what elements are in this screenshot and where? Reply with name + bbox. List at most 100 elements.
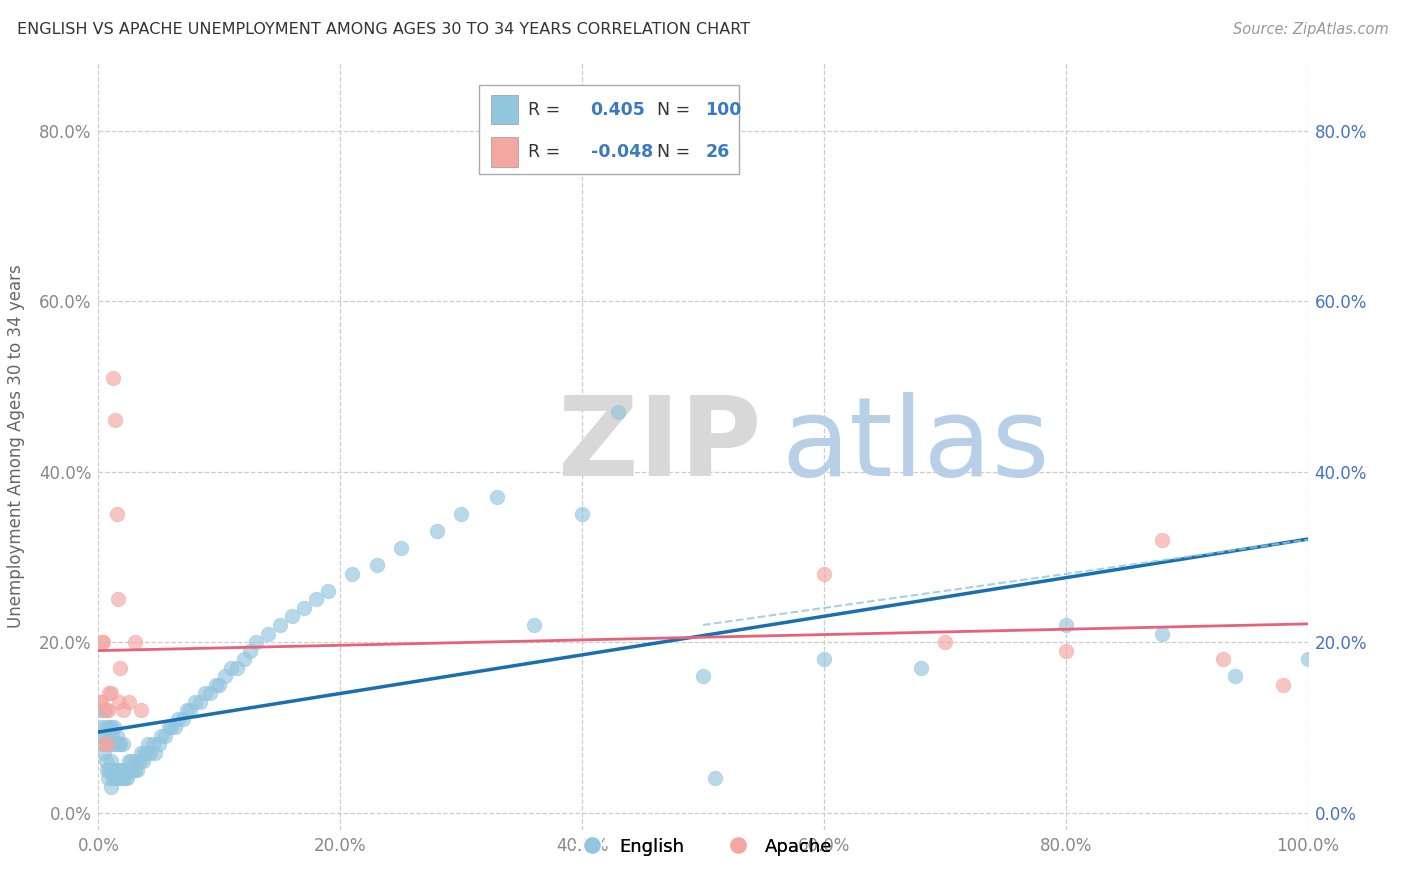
Point (108, 695, 131, 709)
Point (101, 371, 124, 385)
Text: R =: R = (527, 101, 560, 119)
Point (105, 763, 128, 777)
Point (108, 737, 131, 751)
Text: N =: N = (657, 143, 690, 161)
Point (153, 729, 176, 743)
Point (118, 695, 141, 709)
Point (94, 755, 117, 769)
Point (118, 763, 141, 777)
Point (135, 746, 157, 760)
Point (118, 755, 141, 769)
Point (93, 703, 115, 717)
Point (607, 405, 630, 419)
Point (160, 720, 183, 734)
Point (1054, 643, 1077, 657)
Point (813, 566, 835, 581)
Point (125, 755, 148, 769)
Point (239, 643, 262, 657)
Point (108, 763, 131, 777)
Point (117, 772, 139, 786)
Point (204, 678, 226, 692)
Point (90, 695, 112, 709)
Text: ENGLISH VS APACHE UNEMPLOYMENT AMONG AGES 30 TO 34 YEARS CORRELATION CHART: ENGLISH VS APACHE UNEMPLOYMENT AMONG AGE… (17, 22, 749, 37)
Point (366, 558, 388, 573)
Point (105, 729, 128, 743)
Point (103, 720, 125, 734)
Point (571, 507, 593, 521)
Legend: English, Apache: English, Apache (567, 830, 839, 863)
Y-axis label: Unemployment Among Ages 30 to 34 years: Unemployment Among Ages 30 to 34 years (7, 264, 25, 628)
Point (692, 669, 714, 683)
Point (94, 720, 117, 734)
Point (148, 737, 170, 751)
Point (100, 720, 122, 734)
Point (157, 720, 180, 734)
Point (1054, 618, 1077, 632)
Text: atlas: atlas (782, 392, 1050, 500)
Point (128, 755, 150, 769)
Point (910, 660, 932, 674)
Point (93, 746, 115, 760)
Point (108, 772, 131, 786)
Point (221, 660, 243, 674)
Point (813, 652, 835, 666)
Point (94, 703, 117, 717)
Point (1212, 652, 1234, 666)
Point (111, 703, 134, 717)
Point (104, 737, 127, 751)
Text: Source: ZipAtlas.com: Source: ZipAtlas.com (1233, 22, 1389, 37)
Point (124, 763, 146, 777)
Point (129, 746, 152, 760)
Point (96, 729, 118, 743)
Point (100, 686, 122, 700)
Point (97, 772, 120, 786)
Point (111, 737, 134, 751)
Point (91, 635, 114, 649)
Point (90, 720, 112, 734)
Point (1152, 626, 1174, 640)
Point (450, 507, 472, 521)
Point (98, 763, 121, 777)
Point (292, 601, 315, 615)
Point (281, 609, 304, 624)
Point (232, 652, 254, 666)
Point (115, 763, 138, 777)
Point (163, 720, 186, 734)
Point (129, 703, 152, 717)
Point (124, 635, 146, 649)
Point (316, 583, 339, 598)
Point (104, 413, 127, 427)
Point (523, 618, 546, 632)
Point (184, 695, 207, 709)
Point (150, 729, 173, 743)
Point (120, 755, 142, 769)
Point (245, 635, 267, 649)
Point (107, 737, 129, 751)
Point (100, 780, 122, 794)
Point (105, 507, 128, 521)
Point (97, 737, 120, 751)
Point (486, 490, 509, 504)
Point (103, 763, 125, 777)
Point (104, 772, 127, 786)
Point (188, 695, 211, 709)
Point (269, 618, 291, 632)
Text: N =: N = (657, 101, 690, 119)
Point (179, 703, 201, 717)
Point (110, 763, 132, 777)
Point (139, 746, 162, 760)
Point (1223, 669, 1246, 683)
Point (143, 746, 166, 760)
Point (98, 686, 121, 700)
Point (226, 660, 249, 674)
Point (127, 763, 149, 777)
Point (100, 755, 122, 769)
Point (934, 635, 956, 649)
Point (198, 686, 221, 700)
Point (114, 772, 136, 786)
Point (101, 772, 124, 786)
Point (172, 712, 194, 726)
Point (111, 772, 134, 786)
Text: -0.048: -0.048 (591, 143, 652, 161)
Point (107, 592, 129, 607)
